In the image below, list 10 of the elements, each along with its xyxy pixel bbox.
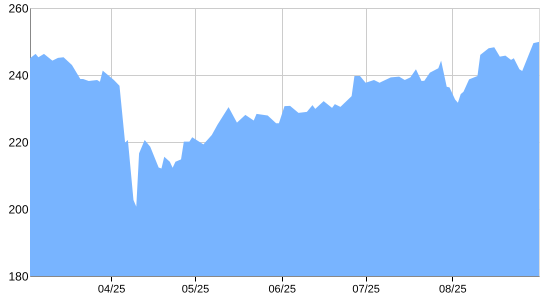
y-tick-label: 220 [8,136,29,150]
y-tick-label: 260 [8,2,29,16]
x-tick-label: 05/25 [182,284,210,296]
x-tick-label: 08/25 [439,284,467,296]
x-tick-label: 04/25 [98,284,126,296]
x-tick-label: 07/25 [352,284,380,296]
x-tick-label: 06/25 [268,284,296,296]
y-tick-label: 180 [8,270,29,284]
y-tick-label: 200 [8,202,29,216]
y-tick-label: 240 [8,68,29,82]
